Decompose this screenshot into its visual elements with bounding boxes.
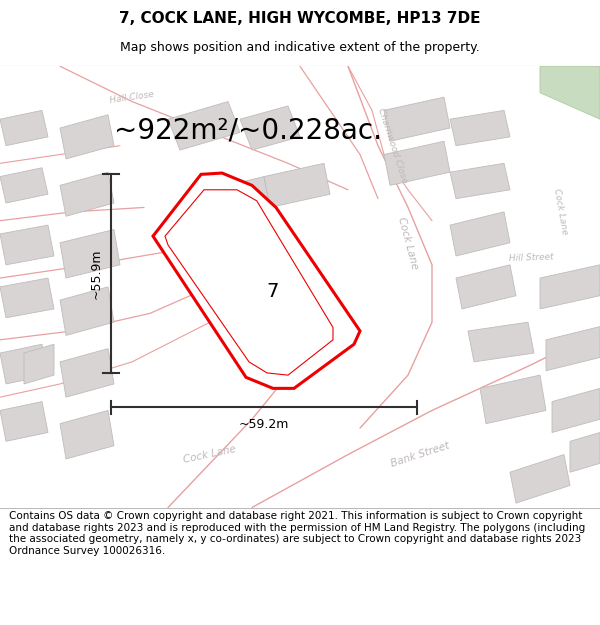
- Polygon shape: [384, 141, 450, 186]
- Polygon shape: [0, 168, 48, 203]
- Polygon shape: [0, 111, 48, 146]
- Polygon shape: [153, 173, 360, 388]
- Text: Hall Close: Hall Close: [109, 89, 155, 105]
- Polygon shape: [510, 454, 570, 503]
- Text: 7, COCK LANE, HIGH WYCOMBE, HP13 7DE: 7, COCK LANE, HIGH WYCOMBE, HP13 7DE: [119, 11, 481, 26]
- Polygon shape: [60, 172, 114, 216]
- Polygon shape: [540, 66, 600, 119]
- Polygon shape: [456, 265, 516, 309]
- Polygon shape: [60, 229, 120, 278]
- Text: Hill Street: Hill Street: [509, 253, 553, 264]
- Polygon shape: [240, 106, 300, 150]
- Polygon shape: [0, 402, 48, 441]
- Text: Cock Lane: Cock Lane: [396, 216, 420, 270]
- Polygon shape: [210, 177, 270, 221]
- Polygon shape: [0, 225, 54, 265]
- Polygon shape: [24, 344, 54, 384]
- Polygon shape: [450, 111, 510, 146]
- Polygon shape: [540, 265, 600, 309]
- Text: Contains OS data © Crown copyright and database right 2021. This information is : Contains OS data © Crown copyright and d…: [9, 511, 585, 556]
- Text: Cock Lane: Cock Lane: [553, 188, 569, 236]
- Polygon shape: [60, 349, 114, 398]
- Polygon shape: [60, 411, 114, 459]
- Text: ~55.9m: ~55.9m: [89, 248, 103, 299]
- Text: Cock Lane: Cock Lane: [182, 444, 238, 465]
- Text: Bank Street: Bank Street: [389, 441, 451, 469]
- Polygon shape: [570, 432, 600, 472]
- Polygon shape: [552, 388, 600, 432]
- Polygon shape: [384, 97, 450, 141]
- Text: 7: 7: [267, 282, 279, 301]
- Polygon shape: [0, 278, 54, 318]
- Polygon shape: [480, 375, 546, 424]
- Polygon shape: [468, 322, 534, 362]
- Polygon shape: [168, 101, 240, 150]
- Text: ~59.2m: ~59.2m: [239, 419, 289, 431]
- Polygon shape: [546, 327, 600, 371]
- Polygon shape: [60, 115, 114, 159]
- Polygon shape: [264, 163, 330, 208]
- Text: Map shows position and indicative extent of the property.: Map shows position and indicative extent…: [120, 41, 480, 54]
- Polygon shape: [450, 212, 510, 256]
- Polygon shape: [450, 163, 510, 199]
- Text: ~922m²/~0.228ac.: ~922m²/~0.228ac.: [114, 116, 382, 144]
- Polygon shape: [0, 344, 48, 384]
- Text: Charnwood Close: Charnwood Close: [377, 107, 409, 184]
- Polygon shape: [60, 287, 114, 336]
